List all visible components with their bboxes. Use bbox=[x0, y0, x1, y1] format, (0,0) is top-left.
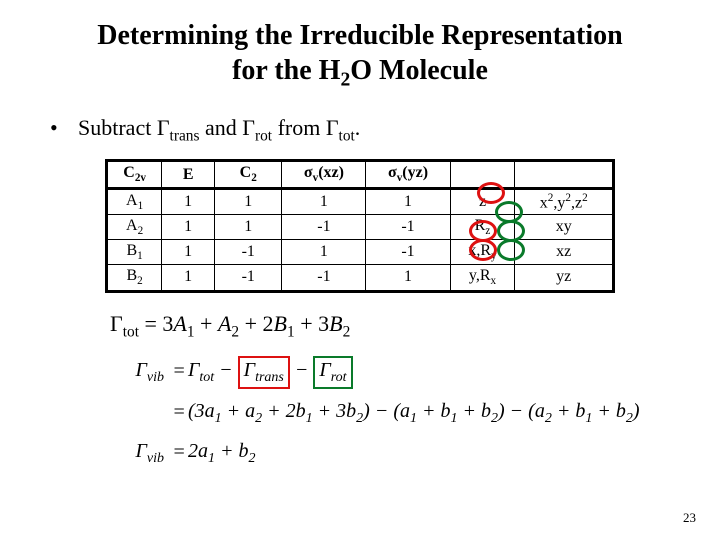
table-cell: 1 bbox=[162, 265, 215, 291]
table-header-cell: σv(yz) bbox=[366, 161, 450, 188]
derivation-lhs: Γvib bbox=[110, 432, 170, 473]
table-cell: 1 bbox=[162, 214, 215, 239]
table-cell: 1 bbox=[215, 188, 282, 214]
equals-sign: = bbox=[170, 352, 188, 390]
table-cell: -1 bbox=[366, 214, 450, 239]
table-cell: -1 bbox=[282, 214, 366, 239]
derivation-block: Γvib=Γtot − Γtrans − Γrot=(3a1 + a2 + 2b… bbox=[110, 351, 670, 473]
table-cell: xz bbox=[515, 240, 614, 265]
bullet-row: • Subtract Γtrans and Γrot from Γtot. bbox=[50, 115, 670, 145]
table-header-cell: C2v bbox=[107, 161, 162, 188]
table-cell: z bbox=[450, 188, 515, 214]
table-body: A11111zx2,y2,z2A211-1-1RzxyB11-11-1x,Ryx… bbox=[107, 188, 614, 291]
table-cell: -1 bbox=[215, 240, 282, 265]
table-row: B21-1-11y,Rxyz bbox=[107, 265, 614, 291]
equals-sign: = bbox=[170, 433, 188, 471]
table-cell: -1 bbox=[282, 265, 366, 291]
table-cell: 1 bbox=[162, 188, 215, 214]
slide-content: Determining the Irreducible Representati… bbox=[0, 0, 720, 473]
derivation-rhs: Γtot − Γtrans − Γrot bbox=[188, 351, 670, 392]
table-cell: B1 bbox=[107, 240, 162, 265]
table-cell: 1 bbox=[282, 240, 366, 265]
table-cell: 1 bbox=[282, 188, 366, 214]
gamma-tot-equation: Γtot = 3A1 + A2 + 2B1 + 3B2 bbox=[110, 311, 670, 341]
table-cell: Rz bbox=[450, 214, 515, 239]
table-cell: x,Ry bbox=[450, 240, 515, 265]
table-row: B11-11-1x,Ryxz bbox=[107, 240, 614, 265]
table-cell: x2,y2,z2 bbox=[515, 188, 614, 214]
table-cell: yz bbox=[515, 265, 614, 291]
character-table: C2vEC2σv(xz)σv(yz) A11111zx2,y2,z2A211-1… bbox=[105, 159, 615, 292]
derivation-row: Γvib=Γtot − Γtrans − Γrot bbox=[110, 351, 670, 392]
table-row: A211-1-1Rzxy bbox=[107, 214, 614, 239]
derivation-rhs: (3a1 + a2 + 2b1 + 3b2) − (a1 + b1 + b2) … bbox=[188, 392, 670, 433]
table-cell: -1 bbox=[366, 240, 450, 265]
table-header-cell bbox=[515, 161, 614, 188]
character-table-wrap: C2vEC2σv(xz)σv(yz) A11111zx2,y2,z2A211-1… bbox=[105, 159, 615, 292]
derivation-row: Γvib=2a1 + b2 bbox=[110, 432, 670, 473]
derivation-rhs: 2a1 + b2 bbox=[188, 432, 670, 473]
equals-sign: = bbox=[170, 393, 188, 431]
table-cell: A2 bbox=[107, 214, 162, 239]
table-cell: A1 bbox=[107, 188, 162, 214]
derivation-lhs: Γvib bbox=[110, 351, 170, 392]
table-header-cell: σv(xz) bbox=[282, 161, 366, 188]
table-cell: 1 bbox=[215, 214, 282, 239]
table-cell: B2 bbox=[107, 265, 162, 291]
derivation-row: =(3a1 + a2 + 2b1 + 3b2) − (a1 + b1 + b2)… bbox=[110, 392, 670, 433]
table-header-cell bbox=[450, 161, 515, 188]
table-cell: 1 bbox=[366, 265, 450, 291]
table-cell: 1 bbox=[162, 240, 215, 265]
table-head: C2vEC2σv(xz)σv(yz) bbox=[107, 161, 614, 188]
page-number: 23 bbox=[683, 510, 696, 526]
table-cell: 1 bbox=[366, 188, 450, 214]
bullet-marker: • bbox=[50, 115, 78, 141]
table-cell: y,Rx bbox=[450, 265, 515, 291]
table-header-cell: C2 bbox=[215, 161, 282, 188]
bullet-text: Subtract Γtrans and Γrot from Γtot. bbox=[78, 115, 670, 145]
table-header-cell: E bbox=[162, 161, 215, 188]
slide-title: Determining the Irreducible Representati… bbox=[50, 18, 670, 93]
table-cell: xy bbox=[515, 214, 614, 239]
table-row: A11111zx2,y2,z2 bbox=[107, 188, 614, 214]
table-cell: -1 bbox=[215, 265, 282, 291]
